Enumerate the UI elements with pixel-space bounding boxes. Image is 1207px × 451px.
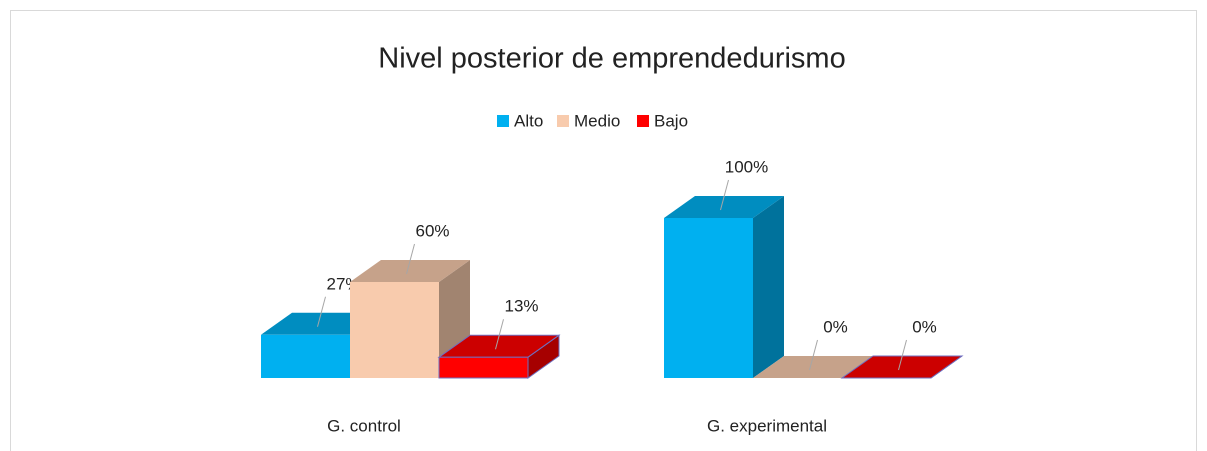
bar-top [840, 355, 964, 379]
leader-line [317, 296, 326, 327]
data-label: 0% [823, 317, 848, 336]
bar [664, 218, 753, 378]
bar-top [350, 260, 470, 282]
legend-label: Medio [574, 111, 620, 130]
legend-swatch [637, 115, 649, 127]
bar [438, 356, 529, 379]
leader-line [720, 179, 729, 211]
x-tick-label: G. control [327, 416, 401, 435]
leader-line [809, 339, 818, 371]
bar-top [753, 356, 873, 378]
data-label: 0% [912, 317, 937, 336]
x-tick-label: G. experimental [707, 416, 827, 435]
bar-side [753, 196, 784, 378]
chart-frame [10, 10, 1197, 451]
chart-title: Nivel posterior de emprendedurismo [378, 43, 845, 75]
bar [261, 334, 350, 378]
data-label: 13% [504, 297, 538, 316]
leader-line [495, 319, 504, 350]
data-label: 100% [725, 157, 768, 176]
legend-label: Alto [514, 111, 543, 130]
bar [350, 282, 439, 378]
legend-swatch [497, 115, 509, 127]
legend-swatch [557, 115, 569, 127]
leader-line [898, 339, 907, 371]
data-label: 60% [415, 221, 449, 240]
bar-top [664, 196, 784, 218]
leader-line [406, 243, 415, 275]
legend-label: Bajo [654, 111, 688, 130]
